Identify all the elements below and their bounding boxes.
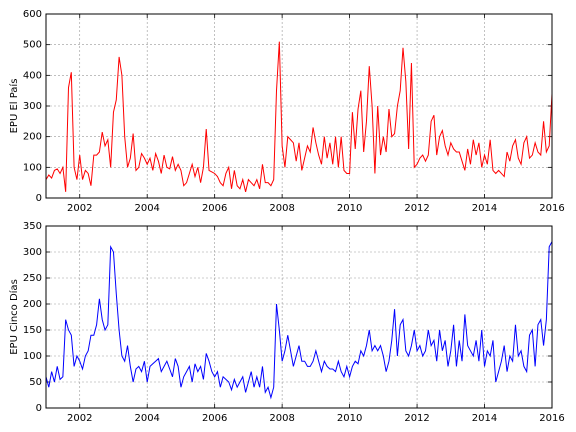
y-tick-label: 100 <box>23 162 42 173</box>
y-tick-label: 100 <box>23 351 42 362</box>
y-tick-label: 300 <box>23 247 42 258</box>
x-tick-label: 2014 <box>472 413 497 424</box>
y-axis-label: EPU Cinco Días <box>8 279 20 355</box>
data-line <box>45 41 553 192</box>
y-tick-label: 150 <box>23 325 42 336</box>
x-tick-label: 2002 <box>67 203 92 214</box>
x-tick-label: 2006 <box>202 413 227 424</box>
x-tick-label: 2012 <box>404 203 429 214</box>
y-tick-label: 250 <box>23 273 42 284</box>
y-tick-label: 400 <box>23 70 42 81</box>
x-tick-label: 2010 <box>337 413 362 424</box>
plot-frame <box>45 225 553 409</box>
x-tick-label: 2004 <box>134 413 159 424</box>
x-tick-label: 2004 <box>134 203 159 214</box>
x-tick-label: 2014 <box>472 203 497 214</box>
y-tick-label: 200 <box>23 299 42 310</box>
y-tick-label: 600 <box>23 9 42 20</box>
x-tick-label: 2002 <box>67 413 92 424</box>
x-tick-label: 2006 <box>202 203 227 214</box>
data-line <box>45 241 553 400</box>
y-tick-label: 0 <box>36 193 42 204</box>
x-tick-label: 2016 <box>539 203 564 214</box>
x-tick-label: 2008 <box>269 413 294 424</box>
y-tick-label: 350 <box>23 221 42 232</box>
y-tick-label: 300 <box>23 101 42 112</box>
y-tick-label: 500 <box>23 40 42 51</box>
plot-frame <box>45 13 553 199</box>
x-tick-label: 2008 <box>269 203 294 214</box>
x-tick-label: 2012 <box>404 413 429 424</box>
x-tick-label: 2010 <box>337 203 362 214</box>
x-tick-label: 2016 <box>539 413 564 424</box>
y-tick-label: 0 <box>36 403 42 414</box>
y-tick-label: 50 <box>29 377 42 388</box>
y-tick-label: 200 <box>23 132 42 143</box>
y-axis-label: EPU El País <box>8 79 20 134</box>
